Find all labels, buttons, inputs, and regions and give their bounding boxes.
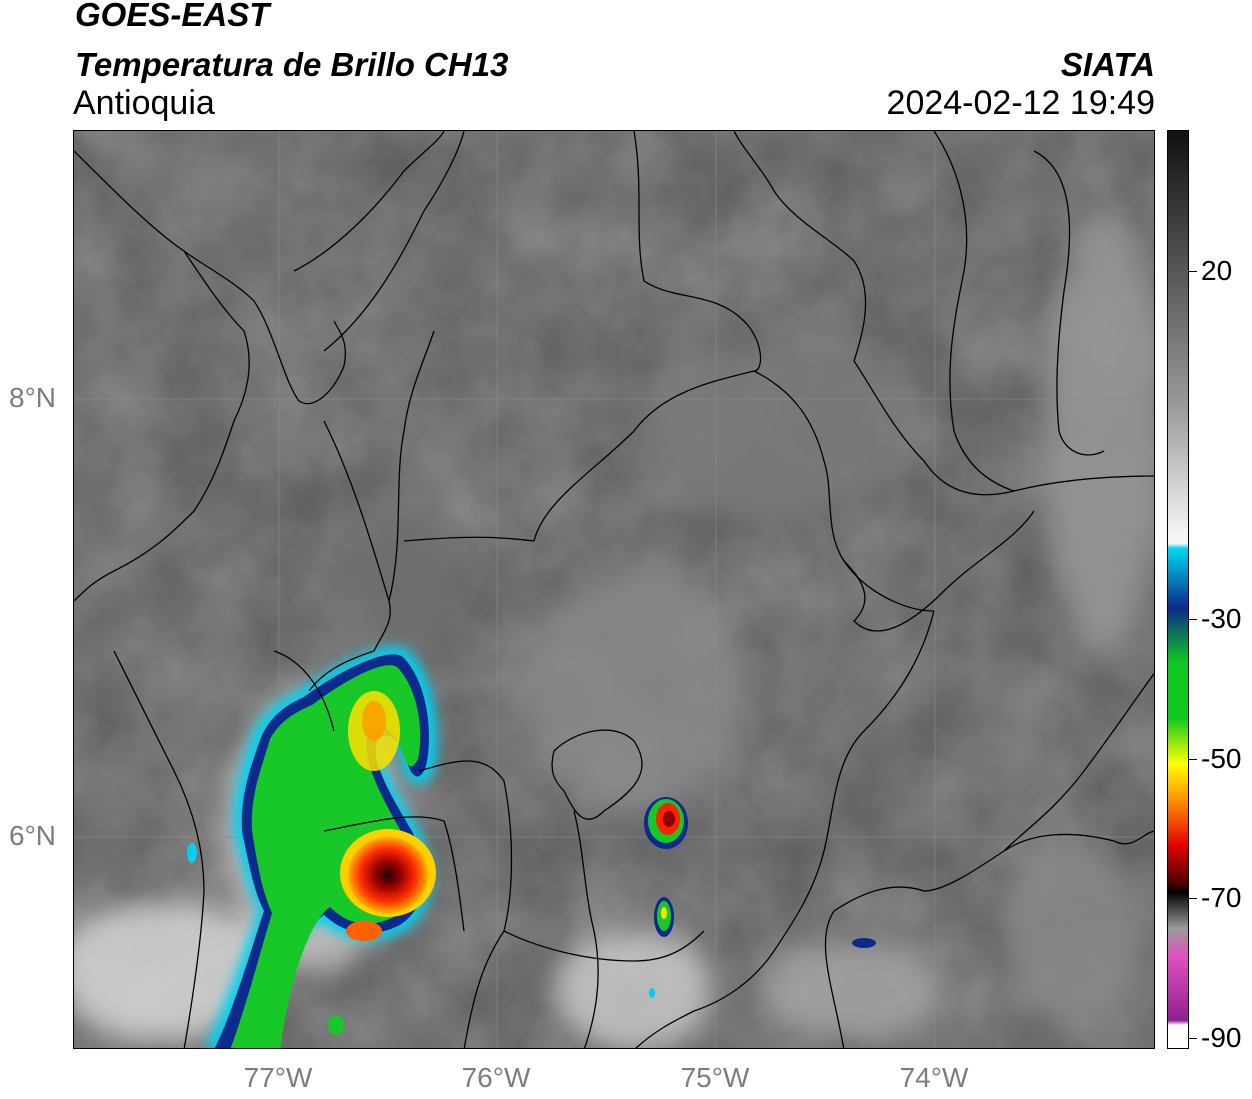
lat-label-6N: 6°N [9,820,56,851]
colorbar-tick-20 [1189,271,1197,272]
boundary-lines [74,131,1154,1048]
lon-label-77W: 77°W [243,1062,313,1093]
region-label: Antioquia [73,84,215,122]
storm-cell-west [204,646,437,1048]
agency-label: SIATA [1060,46,1155,83]
colorbar-label-minus50: -50 [1201,743,1242,774]
storm-cell-east [187,797,876,1035]
colorbar-tick-minus90 [1189,1038,1197,1039]
colorbar-tick-minus70 [1189,898,1197,899]
lon-label-74W: 74°W [899,1062,969,1093]
lat-label-8N: 8°N [9,382,56,413]
lon-label-76W: 76°W [461,1062,531,1093]
colorbar-label-20: 20 [1201,255,1233,286]
title-satellite: GOES-EAST [75,0,270,33]
title-product: Temperatura de Brillo CH13 [75,46,509,83]
satellite-map [73,130,1155,1049]
colorbar [1167,130,1189,1049]
datetime-label: 2024-02-12 19:49 [886,84,1155,122]
colorbar-tick-minus50 [1189,759,1197,760]
colorbar-label-minus90: -90 [1201,1022,1242,1053]
colorbar-tick-minus30 [1189,619,1197,620]
lon-label-75W: 75°W [680,1062,750,1093]
colorbar-label-minus30: -30 [1201,603,1242,634]
colorbar-label-minus70: -70 [1201,882,1242,913]
